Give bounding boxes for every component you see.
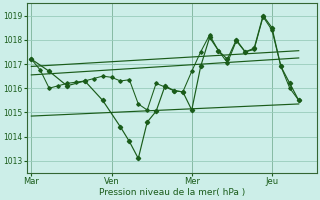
X-axis label: Pression niveau de la mer( hPa ): Pression niveau de la mer( hPa ) — [99, 188, 245, 197]
